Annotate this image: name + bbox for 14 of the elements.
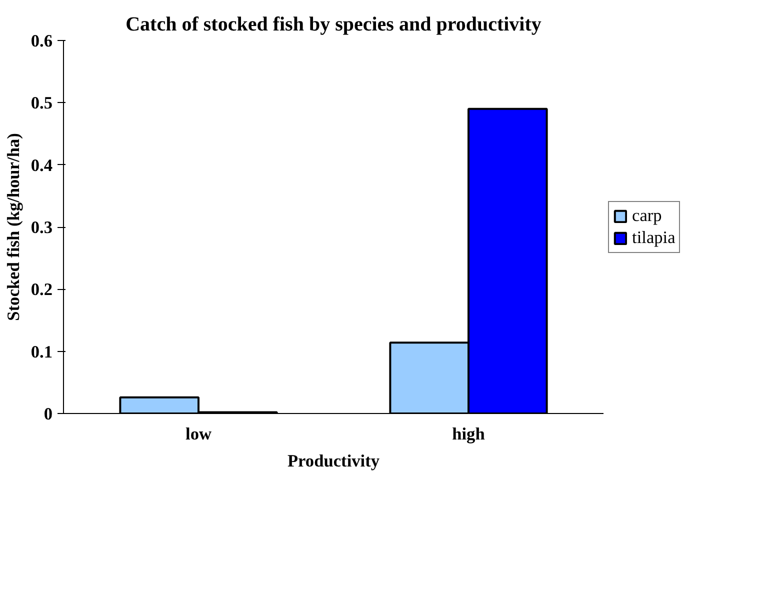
legend-label: tilapia <box>632 228 676 248</box>
y-tick-label: 0.2 <box>30 280 53 300</box>
y-tick-label: 0.5 <box>30 94 53 113</box>
chart-title: Catch of stocked fish by species and productivity <box>126 14 542 36</box>
x-tick-label: high <box>452 424 486 444</box>
x-tick-label: low <box>186 424 212 444</box>
y-tick-label: 0.1 <box>30 342 53 362</box>
y-tick-label: 0.3 <box>30 218 53 237</box>
y-tick-label: 0.4 <box>30 156 53 175</box>
y-tick-label: 0.6 <box>30 32 53 50</box>
y-tick-label: 0 <box>44 404 53 424</box>
y-axis-title: Stocked fish (kg/hour/ha) <box>4 132 23 321</box>
x-axis-title: Productivity <box>287 452 380 470</box>
legend-label: carp <box>632 206 662 226</box>
